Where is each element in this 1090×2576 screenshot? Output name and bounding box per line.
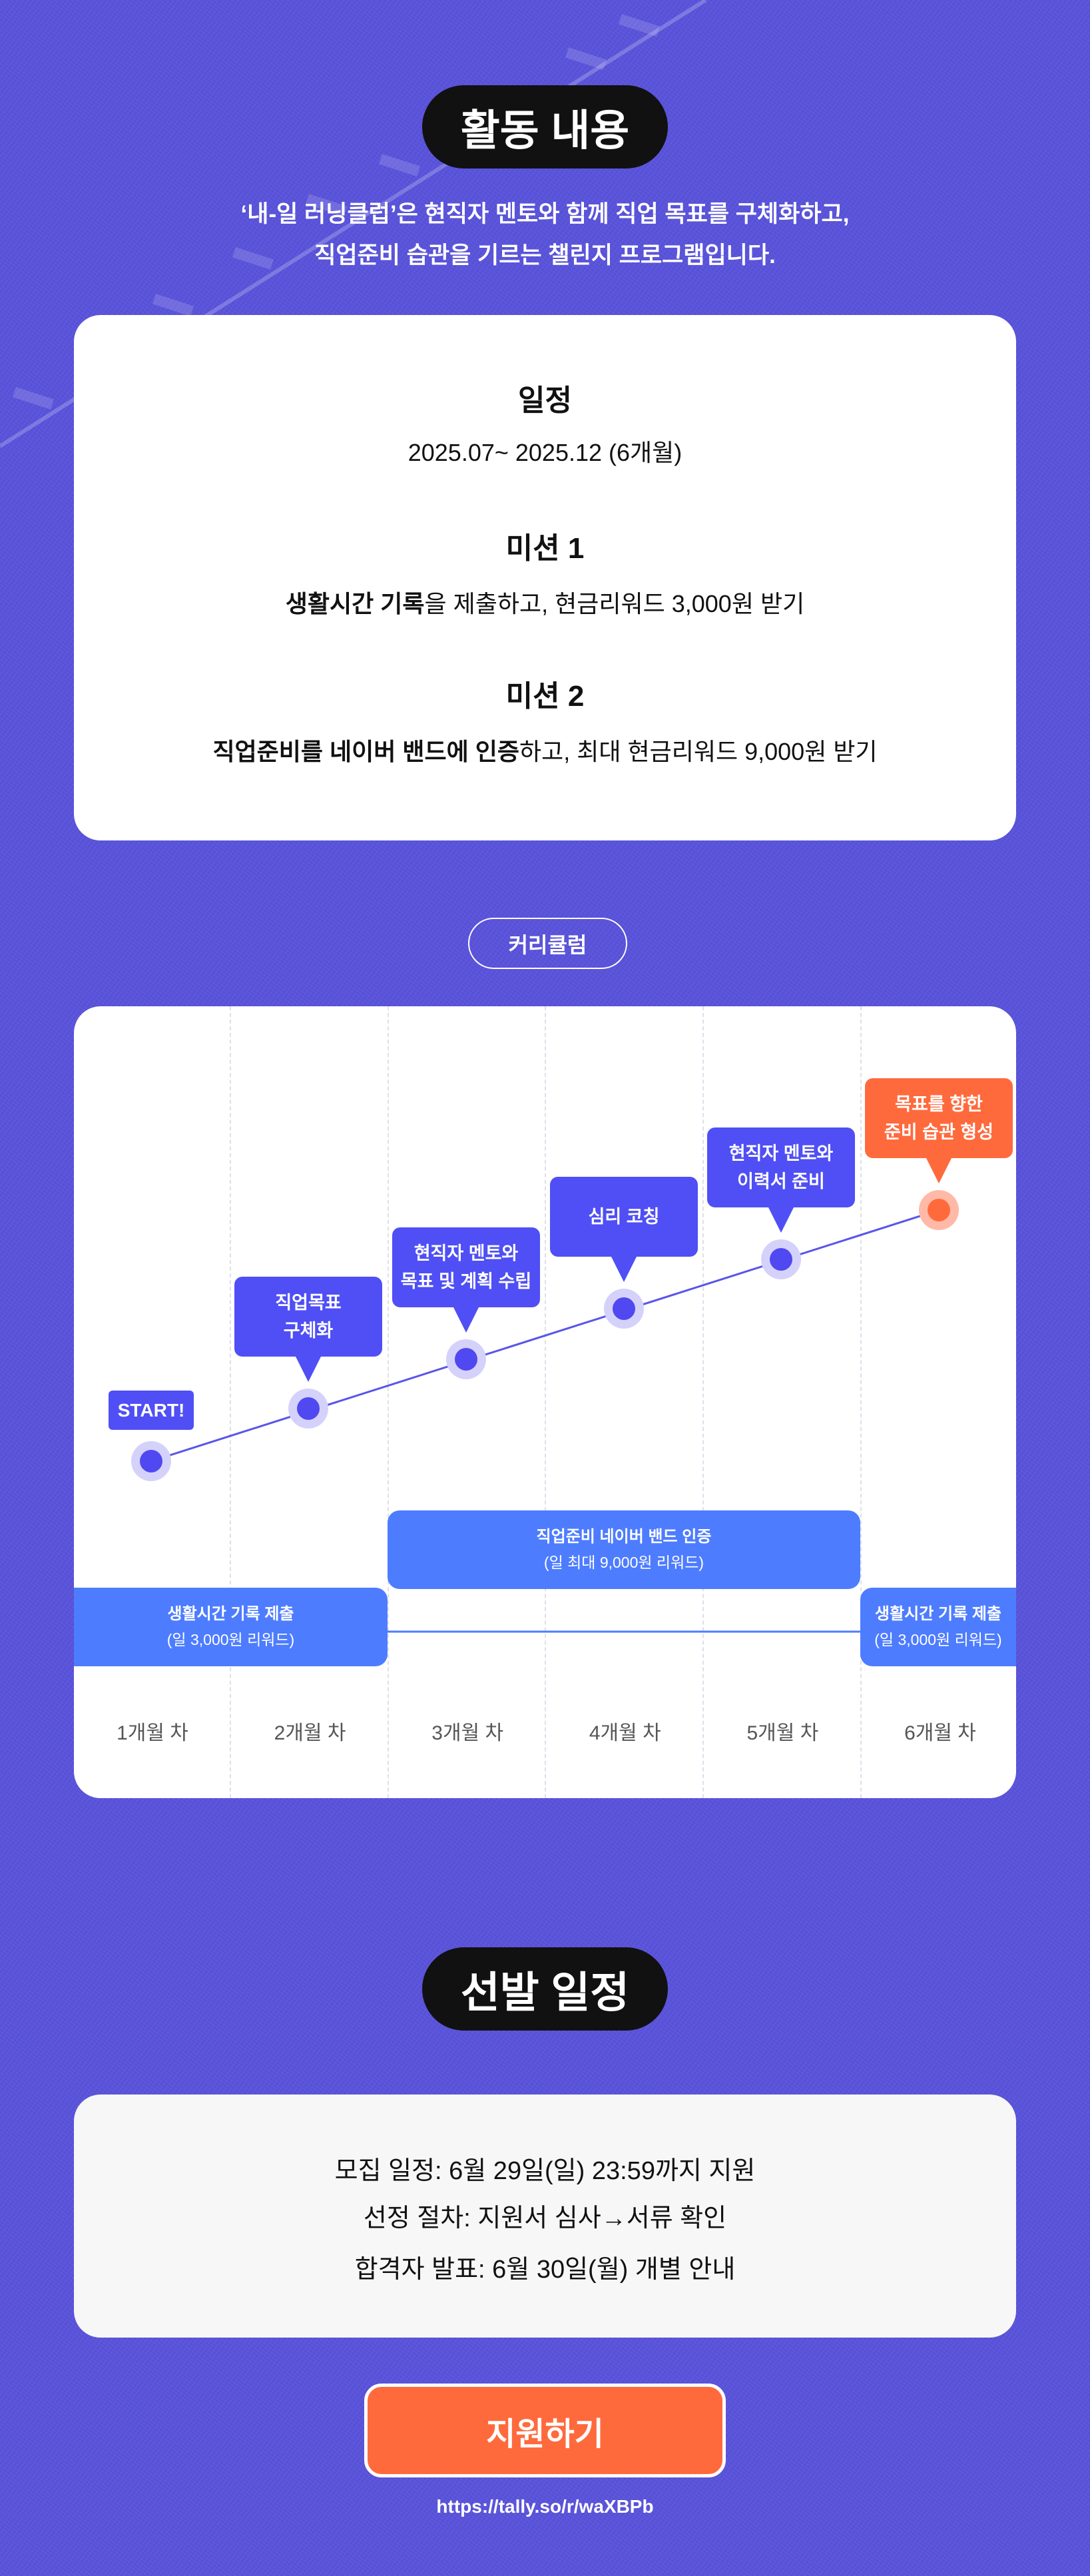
intro-line-2: 직업준비 습관을 기르는 챌린지 프로그램입니다.	[314, 242, 776, 268]
mission2-heading: 미션 2	[505, 680, 585, 713]
stage-dot	[604, 1289, 644, 1329]
band-right-sub: (일 3,000원 리워드)	[874, 1631, 1002, 1648]
stage-dot	[446, 1339, 486, 1379]
curriculum-label: 커리큘럼	[468, 918, 627, 969]
column-divider	[860, 1006, 862, 1798]
stage-bubble: START!	[109, 1391, 194, 1430]
column-divider	[388, 1006, 389, 1798]
column-divider	[702, 1006, 704, 1798]
column-divider	[230, 1006, 231, 1798]
mission2-rest: 하고, 최대 현금리워드 9,000원 받기	[519, 738, 878, 765]
mission2-text: 직업준비를 네이버 밴드에 인증하고, 최대 현금리워드 9,000원 받기	[74, 733, 1016, 767]
stage-bubble: 심리 코칭	[550, 1177, 698, 1282]
stage-bubble: 직업목표 구체화	[234, 1277, 382, 1382]
schedule-heading: 일정	[518, 384, 572, 417]
band-time-record-right: 생활시간 기록 제출 (일 3,000원 리워드)	[860, 1588, 1016, 1666]
stage-dot	[131, 1441, 171, 1481]
activity-title: 활동 내용	[422, 85, 668, 168]
selection-card: 모집 일정: 6월 29일(일) 23:59까지 지원 선정 절차: 지원서 심…	[74, 2094, 1016, 2338]
band-certification: 직업준비 네이버 밴드 인증 (일 최대 9,000원 리워드)	[388, 1510, 860, 1589]
stage-bubble: 현직자 멘토와 목표 및 계획 수립	[392, 1227, 540, 1333]
stage-dot	[919, 1190, 959, 1230]
selection-line: 모집 일정: 6월 29일(일) 23:59까지 지원	[334, 2157, 756, 2185]
stage-dot	[288, 1389, 328, 1429]
stage-dot	[761, 1239, 801, 1279]
band-right-title: 생활시간 기록 제출	[875, 1605, 1001, 1623]
mission1-heading: 미션 1	[505, 532, 585, 565]
selection-line: 합격자 발표: 6월 30일(월) 개별 안내	[354, 2256, 736, 2284]
intro-line-1: ‘내-일 러닝클럽’은 현직자 멘토와 함께 직업 목표를 구체화하고,	[240, 201, 850, 227]
apply-button[interactable]: 지원하기	[364, 2384, 726, 2477]
selection-title: 선발 일정	[422, 1947, 668, 2031]
band-mid-sub: (일 최대 9,000원 리워드)	[543, 1554, 704, 1571]
month-label: 1개월 차	[117, 1722, 188, 1744]
mission1-bold: 생활시간 기록	[285, 590, 425, 617]
mission2-bold: 직업준비를 네이버 밴드에 인증	[212, 738, 520, 765]
schedule-value: 2025.07~ 2025.12 (6개월)	[408, 439, 682, 466]
stage-bubble: 현직자 멘토와 이력서 준비	[707, 1127, 855, 1233]
selection-line: 선정 절차: 지원서 심사→서류 확인	[363, 2204, 727, 2232]
band-time-record-left: 생활시간 기록 제출 (일 3,000원 리워드)	[74, 1588, 388, 1666]
activity-card: 일정 2025.07~ 2025.12 (6개월) 미션 1 생활시간 기록을 …	[74, 315, 1016, 840]
month-label: 6개월 차	[904, 1722, 976, 1744]
month-label: 4개월 차	[589, 1722, 661, 1744]
progress-line	[150, 1209, 940, 1633]
curriculum-chart: START! 직업목표 구체화 현직자 멘토와 목표 및 계획 수립 심리 코칭 현직자…	[74, 1006, 1016, 1798]
month-label: 3개월 차	[431, 1722, 504, 1744]
month-label: 5개월 차	[746, 1722, 819, 1744]
month-label: 2개월 차	[274, 1722, 346, 1744]
band-left-sub: (일 3,000원 리워드)	[166, 1631, 295, 1648]
mission1-rest: 을 제출하고, 현금리워드 3,000원 받기	[424, 590, 805, 617]
apply-url[interactable]: https://tally.so/r/waXBPb	[436, 2496, 654, 2517]
band-mid-title: 직업준비 네이버 밴드 인증	[536, 1528, 712, 1546]
column-divider	[545, 1006, 546, 1798]
stage-bubble: 목표를 향한 준비 습관 형성	[865, 1078, 1013, 1183]
band-left-title: 생활시간 기록 제출	[167, 1605, 294, 1623]
mission1-text: 생활시간 기록을 제출하고, 현금리워드 3,000원 받기	[74, 585, 1016, 619]
